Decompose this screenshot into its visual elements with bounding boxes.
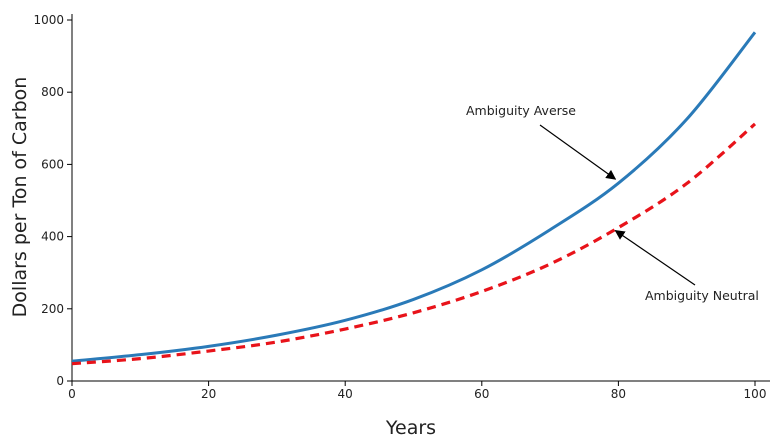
- y-tick-label: 400: [41, 230, 64, 244]
- x-tick-label: 80: [611, 387, 626, 401]
- x-tick-label: 60: [474, 387, 489, 401]
- y-tick-label: 0: [56, 374, 64, 388]
- y-tick-label: 800: [41, 85, 64, 99]
- series-layer: [72, 32, 755, 363]
- x-axis-title: Years: [385, 417, 436, 439]
- y-tick-label: 600: [41, 157, 64, 171]
- annotation-arrow: [615, 231, 695, 285]
- x-tick-label: 0: [68, 387, 76, 401]
- annotation-layer: Ambiguity Averse Ambiguity Neutral: [466, 103, 759, 303]
- x-tick-label: 100: [744, 387, 767, 401]
- x-tick-label: 40: [338, 387, 353, 401]
- x-tick-group: 0 20 40 60 80 100: [68, 381, 766, 401]
- y-tick-label: 200: [41, 302, 64, 316]
- annotation-arrow: [540, 125, 615, 179]
- y-tick-label: 1000: [33, 13, 64, 27]
- x-tick-label: 20: [201, 387, 216, 401]
- series-line-ambiguity-neutral: [72, 124, 755, 364]
- y-tick-group: 0 200 400 600 800 1000: [33, 13, 72, 388]
- y-axis-title: Dollars per Ton of Carbon: [9, 77, 31, 318]
- annotation-label-ambiguity-averse: Ambiguity Averse: [466, 103, 576, 118]
- annotation-label-ambiguity-neutral: Ambiguity Neutral: [645, 288, 759, 303]
